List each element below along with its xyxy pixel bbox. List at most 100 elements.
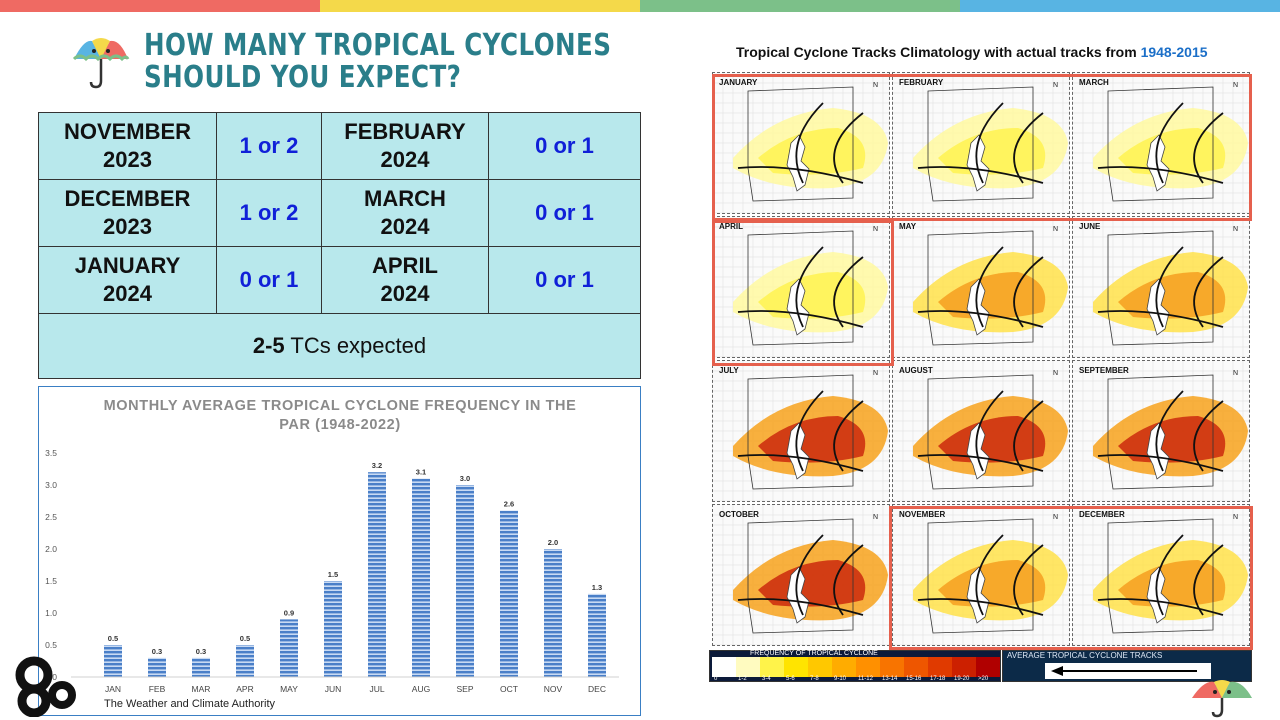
svg-text:N: N [1053, 226, 1058, 233]
panel-label: JULY [719, 366, 739, 375]
svg-text:N: N [1233, 82, 1238, 89]
legend-swatch [832, 657, 856, 677]
table-row: NOVEMBER 2023 1 or 2 FEBRUARY 2024 0 or 1 [38, 112, 641, 180]
x-tick-label: OCT [500, 684, 518, 694]
track-map: N [893, 361, 1069, 501]
legend-bin-label: 1-2 [738, 676, 747, 682]
tracks-legend-caption: AVERAGE TROPICAL CYCLONE TRACKS [1007, 651, 1163, 660]
tracks-legend-arrow [1045, 663, 1211, 679]
total-cell: 2-5 TCs expected [38, 313, 641, 379]
legend-bin-label: 9-10 [834, 676, 847, 682]
value-cell: 1 or 2 [216, 112, 322, 180]
legend-swatch [904, 657, 928, 677]
x-tick-label: FEB [149, 684, 166, 694]
x-tick-label: APR [236, 684, 253, 694]
panel-march: N MARCH [1072, 72, 1250, 214]
data-label: 0.3 [152, 647, 162, 656]
umbrella-icon [72, 38, 130, 89]
legend-swatch [880, 657, 904, 677]
panel-september: N SEPTEMBER [1072, 360, 1250, 502]
umbrella-icon [1192, 680, 1252, 718]
legend-bin-label: 11-12 [858, 676, 873, 682]
panel-label: SEPTEMBER [1079, 366, 1129, 375]
title-line-1: HOW MANY TROPICAL CYCLONES [144, 28, 612, 63]
panel-july: N JULY [712, 360, 890, 502]
y-tick-label: 1.0 [45, 608, 57, 618]
value-cell: 0 or 1 [488, 112, 641, 180]
track-map: N [1073, 217, 1249, 357]
bar-jan [104, 645, 122, 677]
month-cell: DECEMBER 2023 [38, 179, 217, 247]
legend-swatch [736, 657, 760, 677]
legend-bin-label: 15-16 [906, 676, 922, 682]
data-label: 0.3 [196, 647, 206, 656]
month-year: 2024 [103, 281, 152, 306]
panel-label: JUNE [1079, 222, 1101, 231]
legend-bin-label: 5-6 [786, 676, 795, 682]
climatology-title-text: Tropical Cyclone Tracks Climatology with… [736, 44, 1141, 60]
data-label: 2.0 [548, 538, 558, 547]
legend-bin-label: 19-20 [954, 676, 970, 682]
panel-june: N JUNE [1072, 216, 1250, 358]
panel-label: MARCH [1079, 78, 1109, 87]
top-bar-blue [960, 0, 1280, 12]
month-name: MARCH [364, 186, 446, 211]
panel-label: OCTOBER [719, 510, 759, 519]
panel-february: N FEBRUARY [892, 72, 1070, 214]
data-label: 1.3 [592, 583, 602, 592]
track-map: N [893, 73, 1069, 213]
panel-august: N AUGUST [892, 360, 1070, 502]
panel-april: N APRIL [712, 216, 890, 358]
x-tick-label: MAR [192, 684, 211, 694]
month-name: APRIL [372, 253, 438, 278]
legend-swatch [976, 657, 1000, 677]
bar-dec [588, 593, 606, 677]
track-map: N [1073, 505, 1249, 645]
bar-nov [544, 549, 562, 677]
value-cell: 0 or 1 [488, 246, 641, 314]
x-tick-label: NOV [544, 684, 563, 694]
legend-bin-label: 17-18 [930, 676, 946, 682]
agency-logo [15, 656, 76, 717]
y-tick-label: 1.5 [45, 576, 57, 586]
month-name: FEBRUARY [344, 119, 466, 144]
climatology-title-years: 1948-2015 [1140, 44, 1208, 60]
bar-may [280, 619, 298, 677]
svg-text:N: N [873, 514, 878, 521]
month-year: 2023 [103, 147, 152, 172]
svg-text:N: N [1053, 514, 1058, 521]
climatology-title: Tropical Cyclone Tracks Climatology with… [736, 44, 1208, 60]
total-range: 2-5 [252, 333, 285, 358]
month-cell: APRIL 2024 [321, 246, 489, 314]
svg-text:N: N [1233, 514, 1238, 521]
x-tick-label: JAN [105, 684, 121, 694]
chart-title-line-2: PAR (1948-2022) [279, 417, 401, 433]
bar-feb [148, 657, 166, 677]
table-row: JANUARY 2024 0 or 1 APRIL 2024 0 or 1 [38, 246, 641, 314]
track-map: N [713, 73, 889, 213]
data-label: 0.5 [108, 634, 118, 643]
bar-jun [324, 581, 342, 677]
month-year: 2023 [103, 214, 152, 239]
track-map: N [713, 505, 889, 645]
y-tick-label: 2.0 [45, 544, 57, 554]
bar-jul [368, 472, 386, 677]
legend-swatch [712, 657, 736, 677]
svg-text:N: N [1053, 82, 1058, 89]
bar-sep [456, 485, 474, 677]
top-bar-red [0, 0, 320, 12]
bar-apr [236, 645, 254, 677]
panel-label: NOVEMBER [899, 510, 946, 519]
svg-text:N: N [1053, 370, 1058, 377]
legend-bin-label: 13-14 [882, 676, 898, 682]
panel-may: N MAY [892, 216, 1070, 358]
legend-bin-label: 0 [714, 676, 718, 682]
track-map: N [893, 217, 1069, 357]
month-year: 2024 [380, 281, 430, 306]
x-tick-label: MAY [280, 684, 298, 694]
track-map: N [713, 217, 889, 357]
chart-title-line-1: MONTHLY AVERAGE TROPICAL CYCLONE FREQUEN… [104, 398, 577, 414]
forecast-table: NOVEMBER 2023 1 or 2 FEBRUARY 2024 0 or 1 … [38, 112, 641, 379]
month-name: NOVEMBER [63, 119, 192, 144]
legend-swatch [928, 657, 952, 677]
